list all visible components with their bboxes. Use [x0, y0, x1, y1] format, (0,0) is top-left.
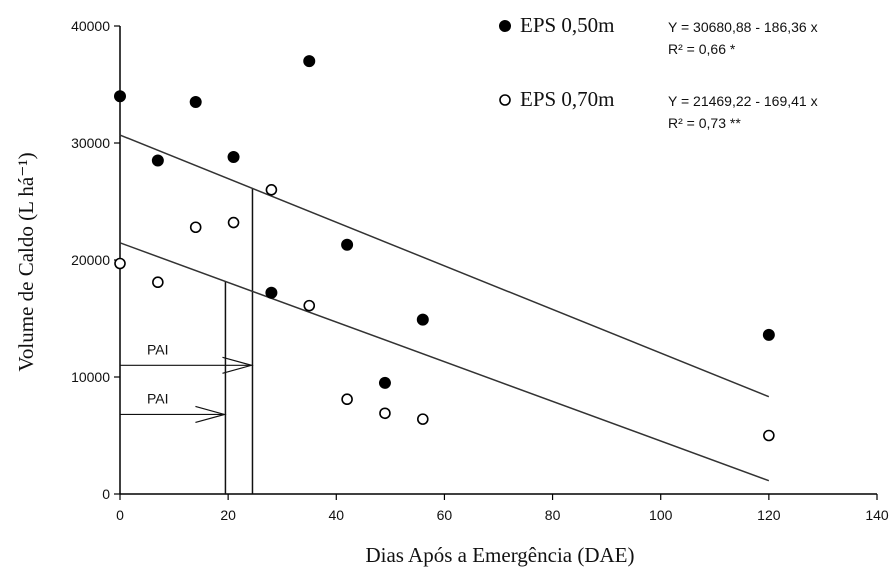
- data-point-series-2: [265, 184, 278, 196]
- data-point-series-1: [416, 313, 429, 326]
- r-squared-label-1: R² = 0,66 *: [668, 41, 736, 57]
- axes: 0 10000 20000 30000 40000 0 20 40 60 80 100 120 140: [71, 18, 889, 523]
- data-point-series-1: [227, 151, 240, 164]
- legend-label-2: EPS 0,70m: [520, 87, 615, 111]
- y-tick-label: 10000: [71, 369, 110, 385]
- y-tick-label: 40000: [71, 18, 110, 34]
- data-point-series-1: [762, 328, 775, 341]
- data-point-series-2: [341, 393, 353, 406]
- data-point-series-1: [341, 238, 354, 251]
- data-point-series-1: [265, 286, 278, 299]
- data-point-series-2: [189, 221, 202, 234]
- y-tick-label: 30000: [71, 135, 110, 151]
- y-tick-label: 0: [102, 486, 110, 502]
- data-point-series-1: [303, 55, 316, 68]
- x-tick-label: 0: [116, 507, 124, 523]
- legend: EPS 0,50m Y = 30680,88 - 186,36 x R² = 0,6…: [499, 13, 818, 131]
- y-axis-title: Volume de Caldo (L há⁻¹): [14, 152, 38, 371]
- y-tick-label: 20000: [71, 252, 110, 268]
- x-tick-label: 40: [328, 507, 344, 523]
- data-point-series-1: [114, 90, 126, 103]
- x-tick-label: 20: [220, 507, 236, 523]
- x-axis-title: Dias Após a Emergência (DAE): [365, 543, 634, 567]
- regression-equation-1: Y = 30680,88 - 186,36 x: [668, 19, 818, 35]
- data-point-series-2: [763, 429, 775, 442]
- pai-label: PAI: [147, 341, 169, 357]
- data-point-series-1: [151, 154, 164, 167]
- data-points: [114, 55, 775, 442]
- data-point-series-2: [152, 276, 164, 289]
- data-point-series-2: [303, 299, 316, 312]
- legend-label-1: EPS 0,50m: [520, 13, 615, 37]
- data-point-series-2: [379, 407, 391, 420]
- r-squared-label-2: R² = 0,73 **: [668, 115, 741, 131]
- x-tick-label: 140: [865, 507, 889, 523]
- x-tick-label: 100: [649, 507, 673, 523]
- data-point-series-2: [227, 216, 240, 229]
- data-point-series-2: [416, 413, 429, 425]
- regression-line-1: [119, 134, 770, 398]
- pai-arrowhead: [195, 405, 227, 424]
- pai-guides: PAI PAI: [120, 188, 254, 494]
- regression-line-2: [119, 242, 770, 482]
- data-point-series-1: [189, 96, 202, 109]
- legend-marker-1: [499, 20, 511, 32]
- x-tick-label: 120: [757, 507, 781, 523]
- regression-lines: [119, 134, 770, 482]
- regression-equation-2: Y = 21469,22 - 169,41 x: [668, 93, 818, 109]
- legend-marker-2: [499, 94, 511, 106]
- pai-arrowhead: [222, 356, 254, 374]
- data-point-series-1: [378, 376, 391, 389]
- pai-label: PAI: [147, 390, 169, 406]
- x-tick-label: 60: [437, 507, 453, 523]
- x-tick-label: 80: [545, 507, 561, 523]
- data-point-series-2: [114, 257, 126, 270]
